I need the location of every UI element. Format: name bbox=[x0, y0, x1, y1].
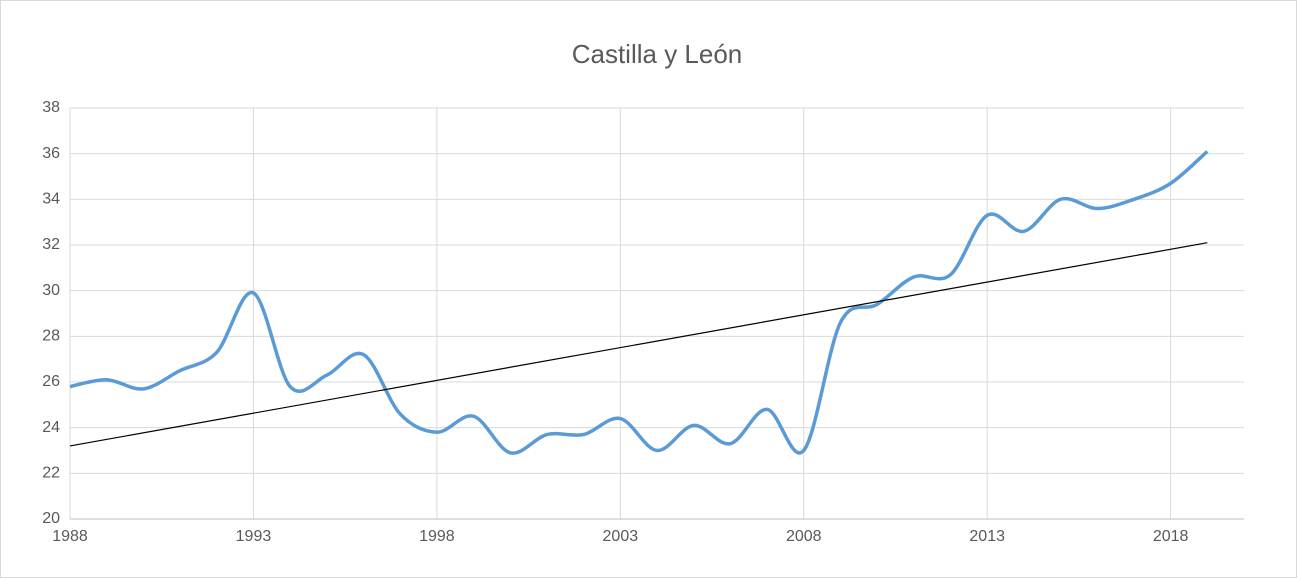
y-tick-label: 30 bbox=[42, 282, 60, 299]
data-line bbox=[69, 150, 1209, 455]
x-tick-label: 2008 bbox=[786, 528, 822, 545]
x-tick-label: 2018 bbox=[1153, 528, 1189, 545]
x-tick-label: 2013 bbox=[969, 528, 1005, 545]
y-tick-label: 38 bbox=[42, 99, 60, 116]
y-tick-label: 24 bbox=[42, 419, 60, 436]
x-tick-label: 1998 bbox=[419, 528, 455, 545]
y-tick-label: 32 bbox=[42, 236, 60, 253]
y-tick-label: 22 bbox=[42, 465, 60, 482]
x-tick-label: 1988 bbox=[52, 528, 88, 545]
chart-title: Castilla y León bbox=[572, 39, 743, 69]
y-tick-label: 28 bbox=[42, 328, 60, 345]
y-tick-label: 26 bbox=[42, 373, 60, 390]
x-tick-label: 1993 bbox=[236, 528, 272, 545]
trendline bbox=[69, 242, 1208, 447]
x-tick-label: 2003 bbox=[603, 528, 639, 545]
y-tick-label: 20 bbox=[42, 510, 60, 527]
y-tick-label: 36 bbox=[42, 145, 60, 162]
y-tick-label: 34 bbox=[42, 191, 60, 208]
